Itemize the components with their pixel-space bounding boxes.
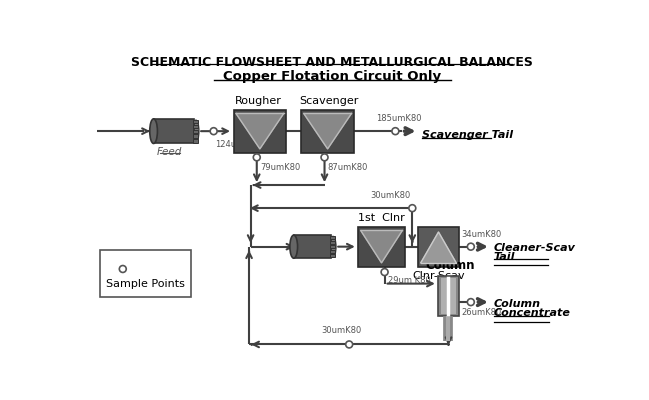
Text: Sample Points: Sample Points xyxy=(106,279,184,289)
Text: Rougher: Rougher xyxy=(235,96,282,106)
Polygon shape xyxy=(421,232,456,263)
Bar xyxy=(419,227,458,267)
Polygon shape xyxy=(361,230,402,263)
Circle shape xyxy=(409,205,416,212)
Text: Column: Column xyxy=(425,259,475,272)
Circle shape xyxy=(392,128,399,135)
Text: Column: Column xyxy=(494,299,541,309)
Circle shape xyxy=(467,299,474,306)
Text: 1st  Clnr: 1st Clnr xyxy=(358,213,405,223)
Circle shape xyxy=(346,341,352,348)
Text: 26umK80: 26umK80 xyxy=(461,308,502,317)
Bar xyxy=(330,236,336,239)
Bar xyxy=(100,250,191,298)
Bar xyxy=(193,125,198,128)
Ellipse shape xyxy=(150,119,158,144)
Text: 29um K80: 29um K80 xyxy=(387,276,430,285)
Bar xyxy=(441,278,456,314)
Text: 79umK80: 79umK80 xyxy=(260,163,300,172)
Text: Cleaner-Scav: Cleaner-Scav xyxy=(494,243,576,253)
Text: 87umK80: 87umK80 xyxy=(328,163,368,172)
Bar xyxy=(193,120,198,123)
Circle shape xyxy=(321,154,328,161)
Bar xyxy=(193,130,198,133)
Text: Scavenger Tail: Scavenger Tail xyxy=(422,130,513,140)
Bar xyxy=(154,119,193,144)
Text: Scavenger: Scavenger xyxy=(299,96,359,106)
Text: Clnr-Scav: Clnr-Scav xyxy=(412,270,465,280)
Circle shape xyxy=(119,266,127,272)
Text: 185umK80: 185umK80 xyxy=(376,114,422,123)
Circle shape xyxy=(210,128,217,135)
Text: 34umK80: 34umK80 xyxy=(461,230,502,239)
Bar xyxy=(330,250,336,253)
Text: Copper Flotation Circuit Only: Copper Flotation Circuit Only xyxy=(223,70,441,82)
Text: 124umK80: 124umK80 xyxy=(215,140,260,149)
Text: SCHEMATIC FLOWSHEET AND METALLURGICAL BALANCES: SCHEMATIC FLOWSHEET AND METALLURGICAL BA… xyxy=(131,56,533,70)
Text: Feed: Feed xyxy=(157,146,182,156)
Ellipse shape xyxy=(290,235,298,258)
Bar xyxy=(439,276,458,316)
Text: Concentrate: Concentrate xyxy=(494,308,571,318)
Circle shape xyxy=(381,269,388,276)
Circle shape xyxy=(253,154,260,161)
Bar xyxy=(330,245,336,248)
Text: 30umK80: 30umK80 xyxy=(370,191,410,200)
Text: Tail: Tail xyxy=(494,252,515,262)
Bar xyxy=(301,110,354,153)
Ellipse shape xyxy=(330,236,336,257)
Polygon shape xyxy=(236,114,284,149)
Bar xyxy=(330,240,336,244)
Bar xyxy=(330,254,336,258)
Bar xyxy=(193,140,198,143)
Circle shape xyxy=(467,243,474,250)
Bar xyxy=(234,110,286,153)
Text: 30umK80: 30umK80 xyxy=(321,326,361,335)
Bar xyxy=(358,227,404,267)
Bar xyxy=(193,134,198,138)
Bar xyxy=(294,235,331,258)
Ellipse shape xyxy=(193,120,199,142)
Polygon shape xyxy=(304,114,352,149)
